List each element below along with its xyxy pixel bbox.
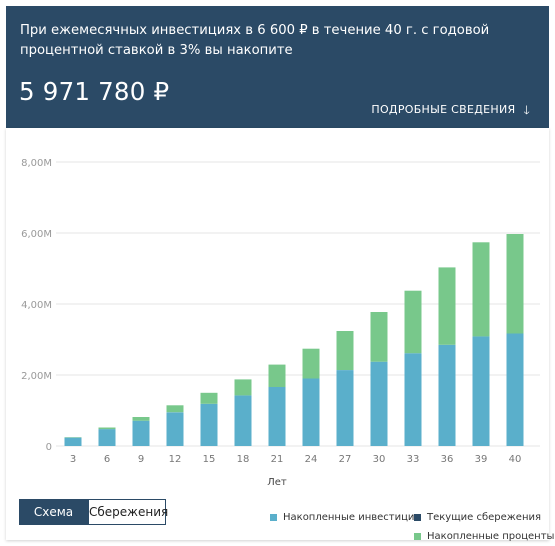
bar-interest[interactable] [472, 242, 490, 337]
x-tick-label: 18 [237, 454, 250, 465]
legend-label-interest: Накопленные проценты [427, 531, 555, 542]
y-tick-label: 4,00M [21, 300, 52, 311]
details-link[interactable]: ПОДРОБНЫЕ СВЕДЕНИЯ 🡓 [371, 102, 530, 118]
legend-label-invested: Накопленные инвестиции [283, 512, 421, 523]
x-tick-label: 12 [169, 454, 182, 465]
bar-invested[interactable] [64, 437, 82, 446]
x-tick-label: 9 [138, 454, 144, 465]
bar-interest[interactable] [302, 348, 320, 379]
bar-interest[interactable] [438, 267, 456, 345]
bar-invested[interactable] [268, 387, 286, 446]
bar-interest[interactable] [234, 379, 252, 396]
total-amount: 5 971 780 ₽ [19, 77, 170, 106]
legend-item-interest: Накопленные проценты [414, 531, 554, 542]
y-tick-label: 6,00M [21, 229, 52, 240]
summary-text: При ежемесячных инвестициях в 6 600 ₽ в … [20, 23, 490, 58]
x-tick-label: 40 [509, 454, 522, 465]
bar-invested[interactable] [302, 378, 320, 447]
bar-invested[interactable] [404, 353, 422, 446]
legend-label-current: Текущие сбережения [427, 512, 541, 523]
bar-invested[interactable] [506, 333, 524, 447]
y-tick-label: 2,00M [21, 371, 52, 382]
x-tick-label: 33 [407, 454, 420, 465]
x-tick-label: 15 [203, 454, 216, 465]
bar-invested[interactable] [200, 403, 218, 446]
y-tick-label: 0 [46, 442, 52, 453]
arrow-down-icon: 🡓 [523, 103, 530, 117]
bar-interest[interactable] [166, 405, 184, 413]
bar-interest[interactable] [132, 417, 150, 421]
bar-interest[interactable] [336, 331, 354, 370]
bar-invested[interactable] [370, 361, 388, 446]
bar-invested[interactable] [166, 412, 184, 446]
bar-invested[interactable] [234, 395, 252, 446]
bar-interest[interactable] [98, 427, 116, 430]
tab-schema[interactable]: Схема [19, 499, 88, 525]
x-tick-label: 6 [104, 454, 110, 465]
x-tick-label: 30 [373, 454, 386, 465]
x-tick-label: 39 [475, 454, 488, 465]
x-tick-label: 21 [271, 454, 284, 465]
legend-swatch-invested [270, 514, 277, 521]
bar-invested[interactable] [98, 429, 116, 446]
x-axis-label: Лет [267, 477, 287, 488]
bar-interest[interactable] [404, 290, 422, 354]
chart-panel [6, 128, 549, 540]
y-tick-label: 8,00M [21, 158, 52, 169]
legend-item-current: Текущие сбережения [414, 512, 541, 523]
x-tick-label: 24 [305, 454, 318, 465]
bar-interest[interactable] [200, 392, 218, 404]
bar-invested[interactable] [336, 370, 354, 446]
results-header: При ежемесячных инвестициях в 6 600 ₽ в … [6, 6, 549, 128]
legend-swatch-current [414, 514, 421, 521]
legend-swatch-interest [414, 533, 421, 540]
bar-interest[interactable] [370, 312, 388, 362]
bar-invested[interactable] [132, 420, 150, 446]
x-tick-label: 27 [339, 454, 352, 465]
x-tick-label: 36 [441, 454, 454, 465]
x-tick-label: 3 [70, 454, 76, 465]
bar-interest[interactable] [268, 364, 286, 387]
legend-item-invested: Накопленные инвестиции [270, 512, 421, 523]
bar-invested[interactable] [472, 336, 490, 446]
bar-interest[interactable] [506, 234, 524, 334]
tab-savings[interactable]: Сбережения [88, 499, 168, 525]
bar-invested[interactable] [438, 344, 456, 446]
details-label: ПОДРОБНЫЕ СВЕДЕНИЯ [371, 103, 516, 116]
